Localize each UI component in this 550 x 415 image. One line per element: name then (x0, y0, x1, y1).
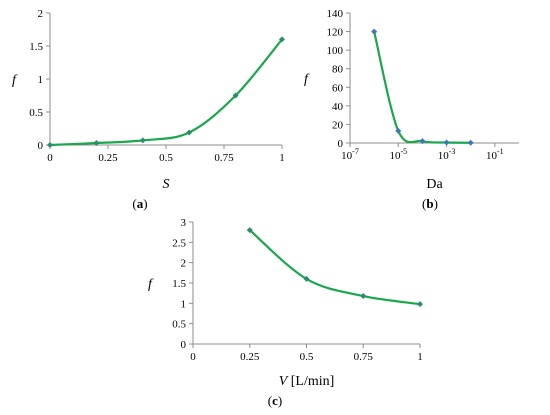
series-line (48, 38, 284, 147)
x-tick-label: 10-5 (389, 147, 407, 162)
x-axis-title: V [L/min] (279, 374, 335, 389)
y-tick-label: 60 (332, 82, 344, 94)
y-tick-label: 140 (327, 8, 344, 20)
x-tick-label: 10-7 (341, 147, 359, 162)
y-tick-label: 1.5 (29, 41, 43, 53)
data-point (395, 127, 402, 134)
x-tick-label: 1 (279, 152, 285, 164)
y-tick-label: 20 (332, 119, 344, 131)
x-tick-label: 0 (190, 351, 196, 363)
data-point (232, 92, 239, 99)
panel-label: (a) (132, 196, 147, 211)
series-line (248, 229, 422, 306)
y-tick-label: 2.5 (172, 237, 186, 249)
y-tick-label: 80 (332, 64, 344, 76)
data-point (303, 275, 310, 282)
y-tick-label: 0.5 (172, 319, 186, 331)
panel-c: 0 0.5 1 1.5 2 2.5 3 0 0.25 0.5 0.75 1 f V [L/min] (c) (148, 217, 423, 408)
y-axis-title: f (148, 277, 154, 292)
x-tick-label: 0.5 (300, 351, 314, 363)
panel-label: (c) (268, 393, 282, 408)
data-point (371, 28, 378, 35)
data-point (47, 142, 53, 148)
panel-b: 0 20 40 60 80 100 120 140 10-7 10-5 10-3 10-1 f Da (b) (304, 8, 519, 211)
y-tick-label: 3 (181, 217, 187, 229)
y-tick-label: 40 (332, 101, 344, 113)
data-point (467, 139, 474, 146)
data-point (186, 129, 193, 136)
y-tick-label: 2 (181, 258, 187, 270)
y-tick-label: 0 (338, 138, 344, 150)
data-point (419, 138, 426, 145)
data-point (443, 139, 450, 146)
x-tick-label: 0.75 (214, 152, 234, 164)
y-axis-title: f (304, 72, 310, 87)
x-axis-title: Da (426, 177, 443, 192)
data-point (360, 293, 367, 300)
data-point (417, 301, 423, 308)
data-point (279, 36, 285, 43)
panel-label: (b) (422, 196, 438, 211)
x-tick-label: 0 (47, 152, 53, 164)
y-tick-label: 1 (38, 74, 44, 86)
x-axis-title: S (163, 177, 170, 192)
x-tick-label: 10-3 (438, 147, 456, 162)
data-point (93, 140, 100, 147)
y-tick-label: 2 (38, 8, 44, 20)
x-tick-label: 10-1 (486, 147, 504, 162)
x-tick-label: 0.25 (98, 152, 118, 164)
data-point (139, 137, 146, 144)
y-tick-label: 1.5 (172, 278, 186, 290)
series-line (373, 30, 472, 144)
y-tick-label: 0 (38, 140, 44, 152)
data-point (246, 227, 253, 234)
y-tick-label: 0 (181, 339, 187, 351)
y-tick-label: 0.5 (29, 107, 43, 119)
x-tick-label: 0.75 (354, 351, 374, 363)
y-tick-label: 1 (181, 298, 187, 310)
panel-a: 0 0.5 1 1.5 2 0 0.25 0.5 0.75 1 f S (a) (12, 8, 285, 211)
y-axis-title: f (12, 73, 18, 88)
x-tick-label: 0.25 (240, 351, 260, 363)
y-tick-label: 120 (327, 27, 344, 39)
x-tick-label: 0.5 (159, 152, 173, 164)
x-tick-label: 1 (417, 351, 423, 363)
y-tick-label: 100 (327, 45, 344, 57)
